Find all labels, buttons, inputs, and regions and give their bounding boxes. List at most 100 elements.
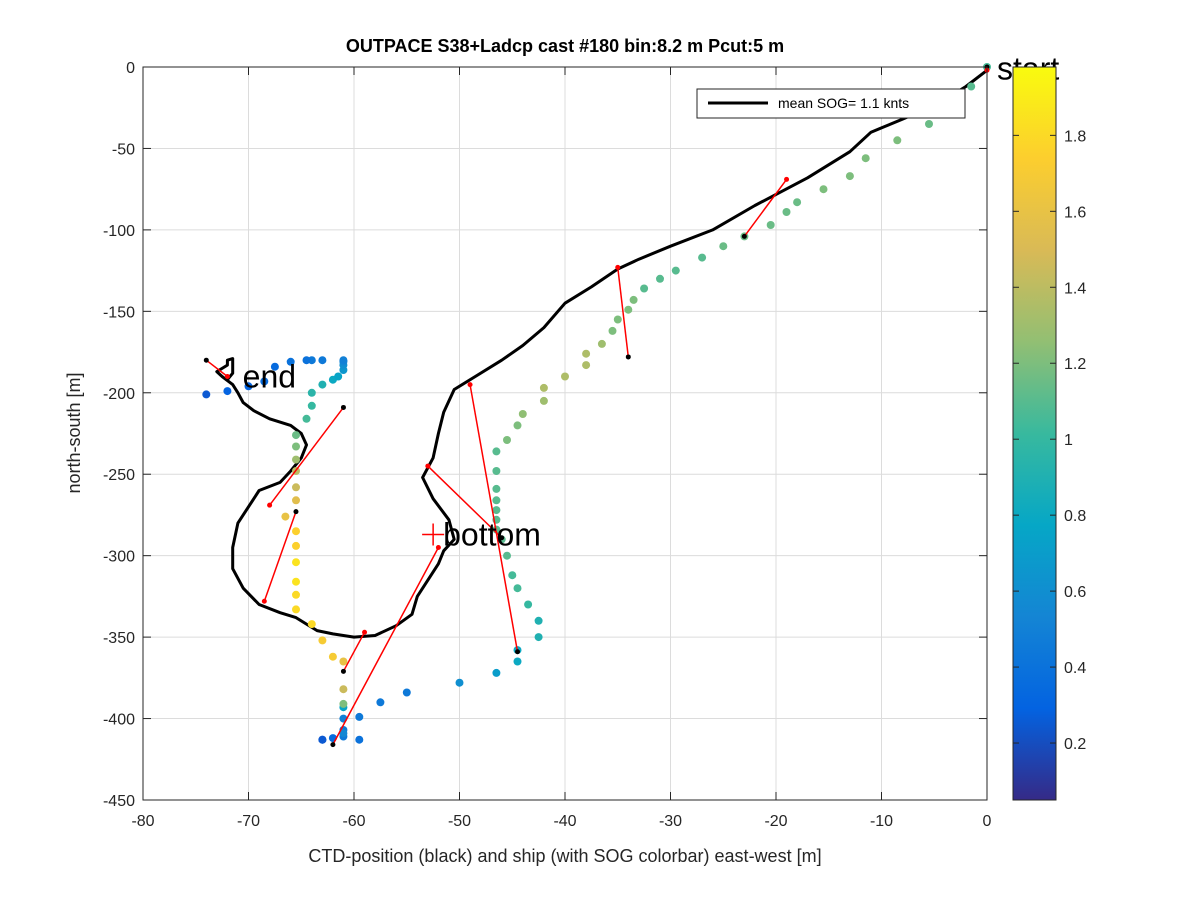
ship-point: [286, 357, 295, 366]
ship-marker: [340, 404, 346, 410]
x-axis-ticks: -80 -70 -60 -50 -40 -30 -20 -10 0: [131, 67, 992, 830]
ship-point: [629, 295, 638, 304]
ship-marker: [293, 509, 299, 515]
ship-point: [307, 401, 316, 410]
ctd-track-line: [215, 69, 988, 639]
colorbar-tick-label: 0.2: [1064, 736, 1086, 753]
y-tick-label: -150: [103, 304, 135, 321]
ship-points: [202, 63, 991, 744]
ship-point: [766, 221, 775, 229]
ship-point: [292, 431, 300, 440]
ship-point: [893, 136, 902, 145]
x-tick-label: -60: [342, 813, 365, 830]
ctd-marker: [615, 264, 621, 270]
ship-point: [244, 382, 253, 391]
ship-point: [719, 242, 728, 251]
ship-point: [492, 668, 501, 677]
ship-point: [292, 527, 300, 536]
ship-point: [582, 361, 591, 370]
ship-point: [318, 356, 327, 365]
ship-point: [534, 633, 543, 642]
ship-point: [671, 266, 680, 275]
ship-point: [339, 685, 348, 694]
ship-marker: [625, 354, 631, 360]
ship-point: [534, 616, 543, 625]
ship-point: [793, 198, 802, 207]
ship-point: [861, 154, 870, 163]
ship-point: [925, 120, 933, 128]
chart-title: OUTPACE S38+Ladcp cast #180 bin:8.2 m Pc…: [346, 36, 784, 56]
ship-point: [640, 284, 649, 293]
ship-marker: [340, 668, 346, 674]
ship-point: [270, 362, 279, 371]
ship-point: [302, 414, 311, 423]
ship-point: [819, 185, 828, 194]
annotation-end: end: [243, 358, 296, 394]
annotations: startendbottom: [243, 51, 1060, 553]
ship-point: [698, 253, 707, 262]
colorbar-tick-label: 1.4: [1064, 280, 1086, 297]
ship-point: [318, 380, 327, 389]
ship-point: [624, 305, 633, 314]
ship-point: [281, 512, 290, 521]
ship-point: [355, 712, 364, 721]
ctd-marker: [261, 598, 267, 604]
ship-point: [292, 605, 300, 614]
ship-point: [518, 410, 527, 418]
ship-point: [597, 339, 606, 348]
colorbar-tick-label: 1.6: [1064, 204, 1086, 221]
ship-point: [513, 421, 522, 430]
colorbar-gradient: [1012, 66, 1057, 801]
ship-point: [492, 506, 501, 515]
ship-marker: [499, 535, 505, 541]
ctd-marker: [224, 373, 230, 379]
colorbar: 0.2 0.4 0.6 0.8 1 1.2 1.4 1.6 1.8: [1012, 66, 1086, 801]
ship-point: [307, 388, 316, 397]
connector-line: [263, 511, 297, 602]
ship-point: [202, 390, 211, 399]
connector-line: [269, 406, 345, 506]
legend-label: mean SOG= 1.1 knts: [778, 95, 909, 111]
y-tick-label: -50: [112, 141, 135, 158]
ship-marker: [515, 649, 521, 655]
ship-point: [307, 620, 316, 629]
colorbar-tick-label: 1: [1064, 432, 1073, 449]
x-tick-label: -10: [870, 813, 893, 830]
ship-point: [318, 636, 327, 645]
connector-line: [205, 359, 228, 378]
ship-point: [845, 172, 854, 181]
ship-point: [503, 436, 511, 444]
ship-point: [292, 483, 300, 492]
ship-point: [302, 356, 311, 365]
colorbar-tick-label: 1.8: [1064, 128, 1086, 145]
ship-point: [492, 484, 501, 493]
ship-point: [492, 496, 501, 505]
ship-point: [339, 356, 348, 365]
x-tick-label: -20: [764, 813, 787, 830]
ship-point: [513, 657, 522, 666]
ship-point: [328, 652, 337, 661]
ship-point: [613, 315, 622, 324]
ctd-marker: [425, 463, 431, 469]
x-axis-label: CTD-position (black) and ship (with SOG …: [308, 846, 821, 866]
ship-point: [561, 372, 569, 381]
y-tick-label: -450: [103, 793, 135, 810]
ship-point: [292, 590, 300, 599]
y-tick-label: 0: [126, 60, 135, 77]
ship-point: [455, 678, 464, 687]
annotation-bottom: bottom: [443, 516, 541, 552]
connector-line: [332, 547, 440, 745]
ship-point: [402, 688, 411, 697]
connector-line: [342, 631, 366, 672]
legend: mean SOG= 1.1 knts: [696, 88, 966, 119]
colorbar-tick-label: 0.6: [1064, 584, 1086, 601]
connector-line: [469, 384, 519, 652]
colorbar-tick-label: 0.4: [1064, 660, 1086, 677]
x-tick-label: -50: [448, 813, 471, 830]
ship-marker: [330, 742, 336, 748]
ship-point: [334, 372, 343, 381]
colorbar-ticks: 0.2 0.4 0.6 0.8 1 1.2 1.4 1.6 1.8: [1013, 128, 1086, 753]
ctd-marker: [267, 502, 273, 508]
ship-point: [608, 326, 617, 335]
